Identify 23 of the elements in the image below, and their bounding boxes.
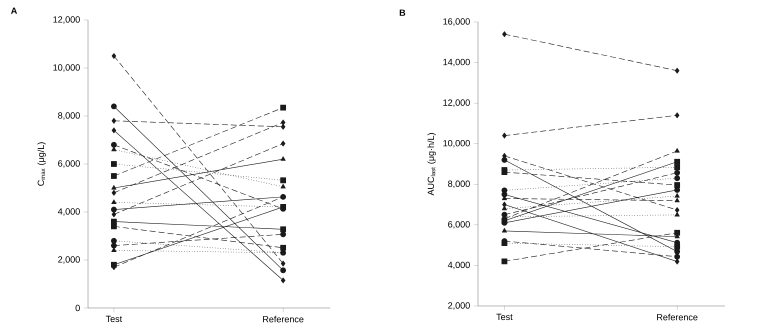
x-tick-label: Test [496, 314, 513, 320]
y-tick-label: 14,000 [443, 58, 470, 66]
y-tick-label: 16,000 [443, 18, 470, 26]
y-tick-label: 12,000 [443, 99, 470, 107]
y-tick-label: 12,000 [53, 16, 80, 24]
y-tick-label: 0 [76, 304, 80, 312]
y-tick-label: 4,000 [448, 262, 470, 270]
x-tick-label: Reference [657, 314, 698, 320]
y-tick-label: 10,000 [53, 64, 80, 72]
x-tick-label: Reference [263, 316, 304, 322]
y-axis-title: C$_{max}$ (μg/L) [37, 142, 46, 186]
y-tick-label: 6,000 [58, 160, 80, 168]
y-tick-label: 10,000 [443, 140, 470, 148]
x-tick-label: Test [106, 316, 122, 322]
y-tick-label: 2,000 [448, 302, 470, 310]
text: B [400, 10, 406, 16]
y-axis-title: AUC$_{last}$ (μg·h/L) [427, 133, 436, 196]
y-tick-label: 6,000 [448, 221, 470, 229]
y-tick-label: 8,000 [58, 112, 80, 120]
y-tick-label: 4,000 [58, 208, 80, 216]
y-tick-label: 8,000 [448, 180, 470, 188]
text: A [10, 8, 18, 14]
y-tick-label: 2,000 [58, 256, 80, 264]
